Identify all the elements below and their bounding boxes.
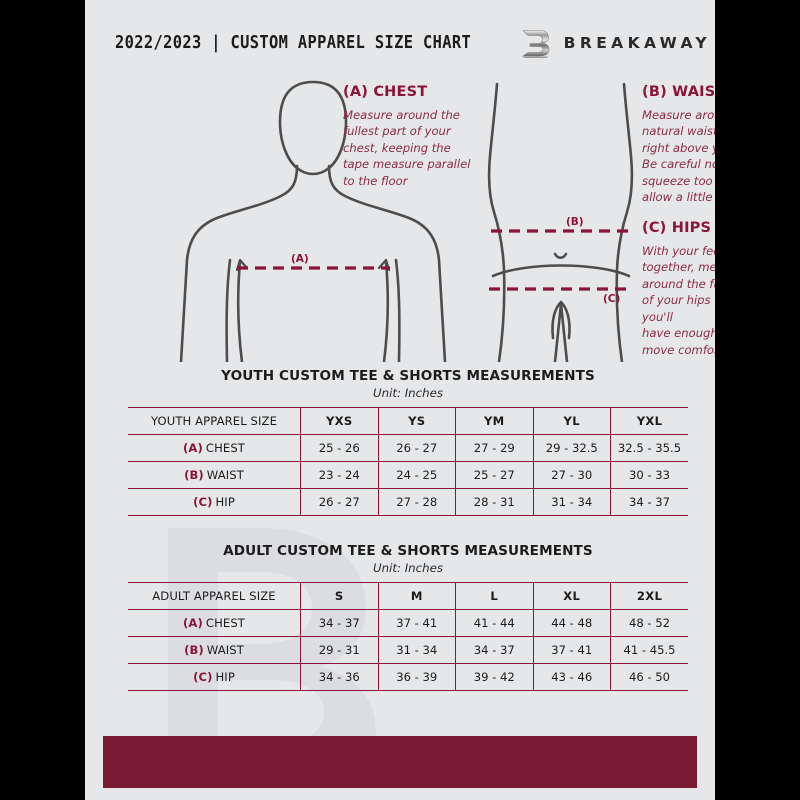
youth-row-waist-label: (B) WAIST bbox=[128, 461, 301, 489]
callout-hips: (C) HIPS With your feet together, measur… bbox=[642, 220, 715, 358]
row-name-waist: WAIST bbox=[206, 643, 244, 657]
youth-row-hip-label: (C) HIP bbox=[128, 488, 301, 516]
youth-waist-yxl: 30 - 33 bbox=[610, 461, 688, 489]
youth-chest-yxl: 32.5 - 35.5 bbox=[610, 434, 688, 462]
table-row: (B) WAIST 23 - 24 24 - 25 25 - 27 27 - 30… bbox=[128, 461, 688, 489]
row-tag-c: (C) bbox=[193, 495, 213, 509]
adult-row-hip-label: (C) HIP bbox=[128, 663, 301, 691]
callout-waist-title: (B) WAIST bbox=[642, 84, 715, 100]
adult-chest-m: 37 - 41 bbox=[377, 609, 456, 637]
youth-table-unit: Unit: Inches bbox=[372, 386, 444, 400]
brand-lockup: BREAKAWAY bbox=[520, 27, 711, 59]
adult-size-section: ADULT CUSTOM TEE & SHORTS MEASUREMENTS U… bbox=[128, 543, 688, 691]
table-header-row: ADULT APPAREL SIZE S M L XL 2XL bbox=[128, 582, 688, 610]
adult-hip-m: 36 - 39 bbox=[377, 663, 456, 691]
adult-col-l: L bbox=[455, 582, 534, 610]
youth-table-title: YOUTH CUSTOM TEE & SHORTS MEASUREMENTS bbox=[221, 368, 595, 384]
youth-col-yxs: YXS bbox=[300, 407, 379, 435]
youth-chest-ys: 26 - 27 bbox=[377, 434, 456, 462]
table-row: (B) WAIST 29 - 31 31 - 34 34 - 37 37 - 41… bbox=[128, 636, 688, 664]
adult-col-2xl: 2XL bbox=[610, 582, 688, 610]
adult-col-xl: XL bbox=[532, 582, 611, 610]
table-header-row: YOUTH APPAREL SIZE YXS YS YM YL YXL bbox=[128, 407, 688, 435]
breakaway-b-logo-icon bbox=[521, 30, 549, 58]
callout-chest-body: Measure around the fullest part of your … bbox=[343, 108, 471, 188]
youth-hip-ym: 28 - 31 bbox=[455, 488, 534, 516]
page-title: 2022/2023 | CUSTOM APPAREL SIZE CHART bbox=[115, 33, 472, 53]
adult-hip-2xl: 46 - 50 bbox=[610, 663, 688, 691]
waist-measure-tag: (B) bbox=[566, 216, 584, 228]
adult-table-unit: Unit: Inches bbox=[372, 561, 444, 575]
brand-name: BREAKAWAY bbox=[563, 34, 712, 52]
callout-chest-title: (A) CHEST bbox=[343, 84, 428, 100]
adult-row-header-label: ADULT APPAREL SIZE bbox=[128, 582, 301, 610]
row-name-chest: CHEST bbox=[205, 441, 245, 455]
callout-waist: (B) WAIST Measure around your natural wa… bbox=[642, 84, 715, 206]
row-tag-c: (C) bbox=[193, 670, 213, 684]
footer-accent-bar bbox=[103, 736, 697, 788]
youth-waist-yl: 27 - 30 bbox=[532, 461, 611, 489]
adult-row-waist-label: (B) WAIST bbox=[128, 636, 301, 664]
chest-measure-tag: (A) bbox=[291, 253, 309, 265]
measurement-illustrations: (A) (B) (C) (A) CHEST Measure around the… bbox=[85, 70, 715, 362]
table-row: (A) CHEST 25 - 26 26 - 27 27 - 29 29 - 32… bbox=[128, 434, 688, 462]
row-tag-b: (B) bbox=[184, 468, 204, 482]
adult-waist-l: 34 - 37 bbox=[455, 636, 534, 664]
youth-hip-yxs: 26 - 27 bbox=[300, 488, 379, 516]
lower-body-front-silhouette bbox=[487, 82, 634, 362]
row-tag-b: (B) bbox=[184, 643, 204, 657]
row-name-hip: HIP bbox=[215, 495, 235, 509]
size-chart-page: 2022/2023 | CUSTOM APPAREL SIZE CHART bbox=[85, 0, 715, 800]
youth-waist-ym: 25 - 27 bbox=[455, 461, 534, 489]
youth-size-section: YOUTH CUSTOM TEE & SHORTS MEASUREMENTS U… bbox=[128, 368, 688, 516]
adult-table-title: ADULT CUSTOM TEE & SHORTS MEASUREMENTS bbox=[223, 543, 593, 559]
adult-col-s: S bbox=[300, 582, 379, 610]
youth-row-header-label: YOUTH APPAREL SIZE bbox=[128, 407, 301, 435]
youth-hip-yl: 31 - 34 bbox=[532, 488, 611, 516]
adult-chest-l: 41 - 44 bbox=[455, 609, 534, 637]
hips-measure-tag: (C) bbox=[603, 293, 621, 305]
page-header: 2022/2023 | CUSTOM APPAREL SIZE CHART bbox=[85, 22, 715, 64]
adult-waist-m: 31 - 34 bbox=[377, 636, 456, 664]
row-tag-a: (A) bbox=[183, 441, 203, 455]
adult-chest-2xl: 48 - 52 bbox=[610, 609, 688, 637]
table-row: (A) CHEST 34 - 37 37 - 41 41 - 44 44 - 48… bbox=[128, 609, 688, 637]
adult-chest-xl: 44 - 48 bbox=[532, 609, 611, 637]
adult-row-chest-label: (A) CHEST bbox=[128, 609, 301, 637]
adult-waist-2xl: 41 - 45.5 bbox=[610, 636, 688, 664]
callout-hips-title: (C) HIPS bbox=[642, 220, 712, 236]
youth-waist-ys: 24 - 25 bbox=[377, 461, 456, 489]
table-row: (C) HIP 26 - 27 27 - 28 28 - 31 31 - 34 3… bbox=[128, 488, 688, 516]
youth-col-ym: YM bbox=[455, 407, 534, 435]
adult-col-m: M bbox=[377, 582, 456, 610]
youth-row-chest-label: (A) CHEST bbox=[128, 434, 301, 462]
callout-waist-body: Measure around your natural waistline – … bbox=[642, 108, 715, 205]
adult-hip-l: 39 - 42 bbox=[455, 663, 534, 691]
adult-hip-xl: 43 - 46 bbox=[532, 663, 611, 691]
row-tag-a: (A) bbox=[183, 616, 203, 630]
youth-chest-yxs: 25 - 26 bbox=[300, 434, 379, 462]
adult-waist-s: 29 - 31 bbox=[300, 636, 379, 664]
callout-chest: (A) CHEST Measure around the fullest par… bbox=[343, 84, 493, 189]
adult-chest-s: 34 - 37 bbox=[300, 609, 379, 637]
youth-waist-yxs: 23 - 24 bbox=[300, 461, 379, 489]
row-name-hip: HIP bbox=[215, 670, 235, 684]
adult-hip-s: 34 - 36 bbox=[300, 663, 379, 691]
adult-waist-xl: 37 - 41 bbox=[532, 636, 611, 664]
youth-hip-ys: 27 - 28 bbox=[377, 488, 456, 516]
youth-col-yxl: YXL bbox=[610, 407, 688, 435]
youth-col-ys: YS bbox=[377, 407, 456, 435]
youth-hip-yxl: 34 - 37 bbox=[610, 488, 688, 516]
youth-col-yl: YL bbox=[532, 407, 611, 435]
row-name-waist: WAIST bbox=[206, 468, 244, 482]
callout-hips-body: With your feet together, measure around … bbox=[642, 244, 715, 357]
adult-size-table: ADULT APPAREL SIZE S M L XL 2XL (A) CHEST… bbox=[128, 582, 688, 691]
upper-body-front-silhouette bbox=[179, 80, 447, 362]
youth-chest-ym: 27 - 29 bbox=[455, 434, 534, 462]
table-row: (C) HIP 34 - 36 36 - 39 39 - 42 43 - 46 4… bbox=[128, 663, 688, 691]
youth-size-table: YOUTH APPAREL SIZE YXS YS YM YL YXL (A) C… bbox=[128, 407, 688, 516]
youth-chest-yl: 29 - 32.5 bbox=[532, 434, 611, 462]
row-name-chest: CHEST bbox=[205, 616, 245, 630]
